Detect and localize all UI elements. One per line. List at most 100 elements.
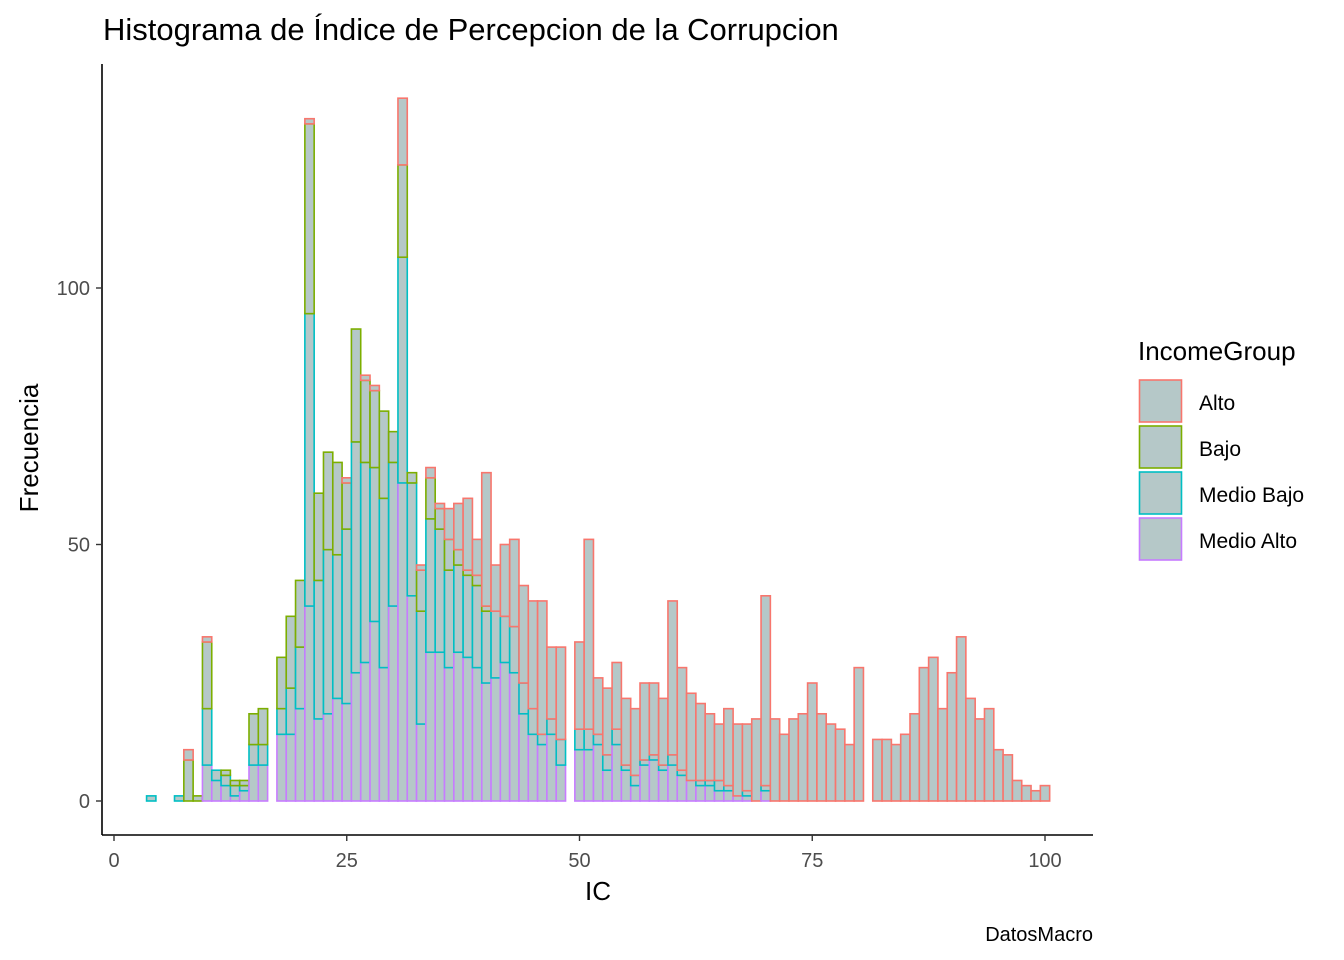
- histogram-bar: [341, 528, 353, 705]
- histogram-bar: [434, 502, 446, 510]
- histogram-bar: [285, 733, 297, 802]
- histogram-bar: [508, 625, 520, 674]
- histogram-bar: [927, 656, 939, 802]
- histogram-bar: [881, 738, 893, 802]
- histogram-bar: [639, 682, 651, 761]
- histogram-bar: [294, 646, 306, 710]
- histogram-bar: [1030, 789, 1042, 802]
- histogram-bar: [1020, 784, 1032, 802]
- histogram-bar: [741, 723, 753, 792]
- histogram-bar: [434, 507, 446, 530]
- histogram-bar: [974, 718, 986, 802]
- histogram-bar: [285, 687, 297, 736]
- histogram-bar: [443, 666, 455, 802]
- histogram-bar: [713, 723, 725, 782]
- histogram-bar: [350, 671, 362, 802]
- histogram-bar: [313, 492, 325, 582]
- histogram-bar: [816, 712, 828, 802]
- histogram-bar: [508, 671, 520, 802]
- histogram-bar: [601, 769, 613, 802]
- histogram-bar: [788, 718, 800, 802]
- legend-key: [1138, 471, 1183, 515]
- histogram-bar: [220, 769, 232, 777]
- legend: Alto Bajo Medio Bajo Medio Alto: [1138, 379, 1304, 561]
- histogram-bar: [992, 748, 1004, 802]
- histogram-bar: [695, 702, 706, 782]
- histogram-bar: [443, 507, 455, 541]
- histogram-bar: [601, 687, 613, 756]
- histogram-bar: [145, 795, 157, 802]
- histogram-bar: [527, 600, 539, 710]
- histogram-bar: [453, 502, 464, 551]
- histogram-bar: [304, 605, 315, 802]
- histogram-bar: [462, 656, 474, 802]
- histogram-bar: [778, 733, 790, 802]
- histogram-bar: [611, 661, 623, 730]
- histogram-bar: [629, 784, 641, 802]
- histogram-bar: [490, 564, 502, 612]
- histogram-bar: [359, 661, 371, 802]
- histogram-bar: [248, 712, 260, 746]
- histogram-bar: [480, 682, 492, 802]
- histogram-bar: [574, 728, 585, 751]
- histogram-bar: [434, 651, 446, 802]
- histogram-bar: [676, 666, 688, 772]
- histogram-bar: [508, 538, 520, 628]
- histogram-bar: [229, 779, 241, 787]
- histogram-bar: [415, 610, 427, 725]
- histogram-bar: [369, 466, 381, 623]
- histogram-bar: [871, 738, 883, 802]
- histogram-bar: [574, 748, 585, 802]
- histogram-bar: [760, 594, 772, 787]
- histogram-bar: [462, 497, 474, 571]
- histogram-bar: [304, 312, 315, 607]
- legend-title: IncomeGroup: [1138, 336, 1296, 366]
- histogram-bar: [704, 712, 716, 782]
- histogram-bar: [285, 615, 297, 689]
- histogram-bar: [499, 661, 511, 802]
- histogram-bar: [294, 707, 306, 802]
- histogram-bar: [555, 738, 567, 766]
- histogram-bar: [210, 769, 222, 782]
- histogram-bar: [294, 579, 306, 648]
- histogram-bar: [946, 671, 958, 802]
- histogram-bar: [397, 164, 409, 259]
- histogram-bar: [276, 733, 288, 802]
- histogram-bar: [620, 697, 632, 766]
- histogram-bar: [620, 769, 632, 802]
- histogram-bar: [490, 610, 502, 679]
- histogram-bar: [201, 641, 213, 710]
- histogram-bar: [536, 743, 548, 802]
- histogram-bar: [425, 466, 436, 479]
- histogram-bar: [257, 764, 269, 802]
- histogram-bar: [527, 707, 539, 736]
- histogram-bar: [192, 795, 204, 802]
- histogram-bar: [471, 584, 483, 669]
- y-axis-title: Frecuencia: [14, 383, 44, 512]
- histogram-bar: [220, 784, 232, 802]
- histogram-bar: [555, 646, 567, 741]
- histogram-bar: [322, 548, 334, 715]
- legend-label: Bajo: [1199, 438, 1241, 461]
- histogram-bar: [965, 697, 976, 802]
- histogram-bar: [1002, 754, 1014, 802]
- histogram-bar: [369, 389, 381, 469]
- histogram-bar: [536, 733, 548, 746]
- histogram-bar: [583, 748, 595, 802]
- histogram-bar: [490, 677, 502, 802]
- histogram-bar: [220, 774, 232, 787]
- histogram-bar: [406, 594, 418, 802]
- chart-title: Histograma de Índice de Percepcion de la…: [103, 12, 839, 47]
- histogram-bar: [723, 789, 734, 802]
- histogram-bar: [331, 461, 343, 556]
- histogram-bar: [844, 743, 855, 802]
- y-tick-label: 0: [79, 791, 90, 813]
- histogram-bar: [648, 759, 660, 802]
- histogram-bar: [322, 451, 334, 551]
- histogram-bar: [238, 779, 250, 787]
- histogram-bar: [378, 410, 390, 500]
- histogram-bar: [657, 769, 669, 802]
- histogram-bar: [546, 718, 558, 736]
- histogram-bar: [1039, 784, 1051, 802]
- histogram-bar: [304, 117, 315, 125]
